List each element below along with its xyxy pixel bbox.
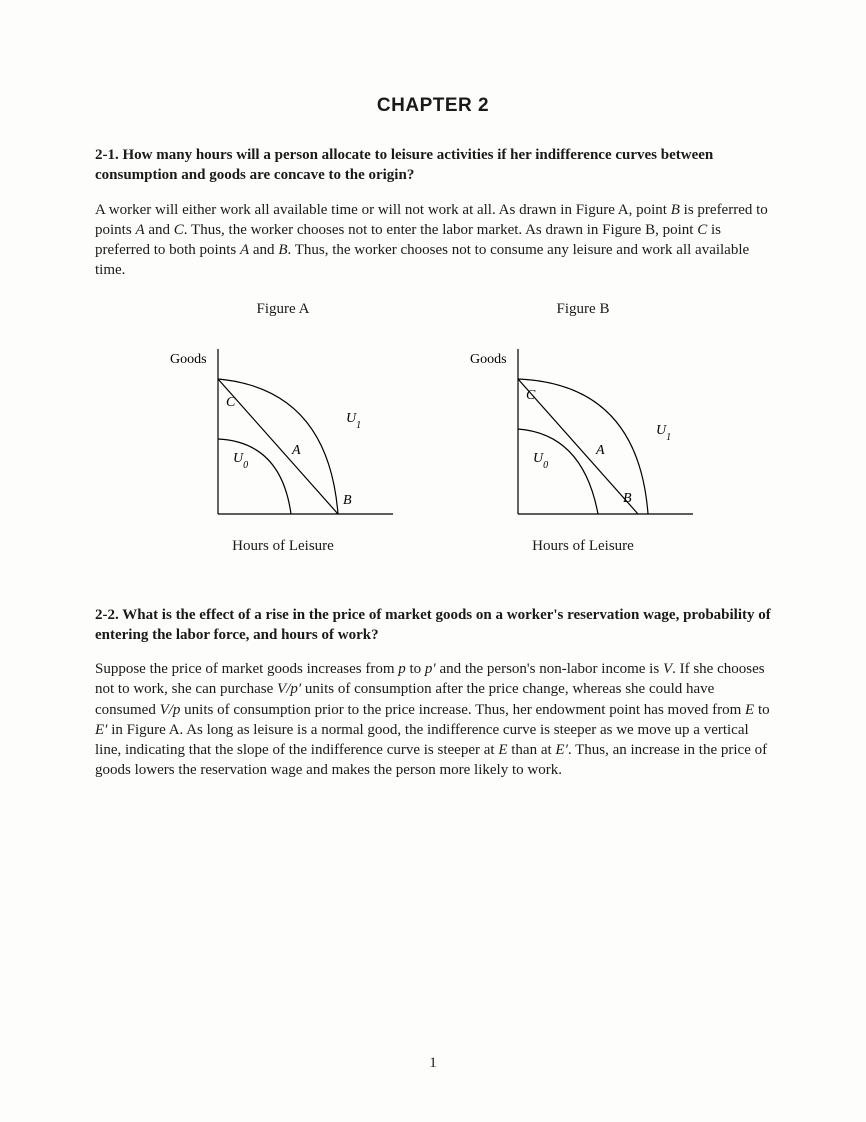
page: CHAPTER 2 2-1. How many hours will a per… (0, 0, 866, 1122)
svg-text:U0: U0 (233, 451, 248, 471)
svg-text:B: B (623, 491, 632, 506)
figure-b-xlabel: Hours of Leisure (532, 538, 634, 555)
svg-text:U1: U1 (656, 423, 671, 443)
svg-text:Goods: Goods (170, 352, 207, 367)
page-number: 1 (0, 1055, 866, 1072)
figure-a-caption: Figure A (257, 301, 310, 318)
svg-text:A: A (291, 443, 301, 458)
svg-text:Goods: Goods (470, 352, 507, 367)
figure-b-svg: Goods U1 U0 C A B (463, 344, 703, 534)
q1-answer: A worker will either work all available … (95, 200, 771, 281)
figure-a-xlabel: Hours of Leisure (232, 538, 334, 555)
svg-text:A: A (595, 443, 605, 458)
figure-a-block: Figure A Goods U1 U0 C A B Hours of Leisure (163, 301, 403, 555)
figure-b-caption: Figure B (557, 301, 610, 318)
svg-text:C: C (226, 395, 236, 410)
svg-text:C: C (526, 388, 536, 403)
figure-a-svg: Goods U1 U0 C A B (163, 344, 403, 534)
q1-heading: 2-1. How many hours will a person alloca… (95, 145, 771, 186)
svg-text:U0: U0 (533, 451, 548, 471)
q2-answer: Suppose the price of market goods increa… (95, 659, 771, 781)
svg-text:B: B (343, 493, 352, 508)
q2-heading: 2-2. What is the effect of a rise in the… (95, 605, 771, 646)
figure-b-block: Figure B Goods U1 U0 C A B Hours of Leisure (463, 301, 703, 555)
figures-row: Figure A Goods U1 U0 C A B Hours of Leisure F… (95, 301, 771, 555)
svg-text:U1: U1 (346, 411, 361, 431)
chapter-title: CHAPTER 2 (95, 95, 771, 117)
